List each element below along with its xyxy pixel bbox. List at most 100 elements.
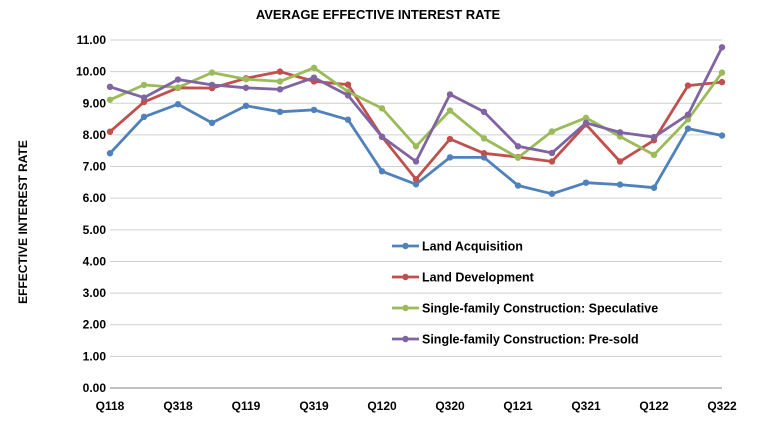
data-point	[480, 108, 488, 116]
y-axis-title: EFFECTIVE INTEREST RATE	[16, 140, 30, 304]
data-point	[174, 101, 182, 108]
data-point	[344, 116, 352, 123]
y-tick-label: 3.00	[83, 286, 107, 300]
data-point	[684, 125, 692, 132]
y-tick-label: 0.00	[83, 381, 107, 395]
data-point	[276, 86, 284, 93]
data-point	[514, 143, 522, 150]
data-point	[378, 105, 386, 112]
chart-title: AVERAGE EFFECTIVE INTEREST RATE	[256, 7, 501, 22]
data-point	[242, 76, 250, 83]
data-point	[548, 190, 556, 197]
data-point	[344, 92, 352, 99]
data-point	[412, 158, 420, 165]
data-point	[514, 182, 522, 189]
x-tick-label: Q118	[96, 399, 125, 413]
y-tick-label: 4.00	[83, 254, 107, 268]
x-tick-label: Q322	[707, 399, 737, 413]
x-tick-label: Q318	[163, 399, 193, 413]
legend-label: Land Development	[422, 271, 535, 285]
data-point	[616, 158, 624, 165]
x-tick-label: Q319	[299, 399, 329, 413]
data-point	[548, 158, 556, 165]
data-point	[548, 149, 556, 157]
data-point	[242, 102, 250, 110]
gridlines	[110, 39, 722, 357]
data-point	[140, 98, 148, 106]
data-point	[276, 68, 284, 75]
data-point	[548, 128, 556, 135]
legend-label: Single-family Construction: Pre-sold	[422, 333, 639, 347]
data-point	[140, 94, 148, 101]
x-tick-label: Q320	[435, 399, 465, 413]
y-tick-label: 7.00	[83, 160, 107, 174]
x-tick-label: Q120	[367, 399, 397, 413]
data-point	[106, 96, 114, 103]
y-tick-label: 2.00	[83, 318, 107, 332]
data-point	[106, 128, 114, 135]
x-tick-label: Q321	[571, 399, 601, 413]
data-point	[242, 84, 250, 91]
data-point	[276, 78, 284, 85]
data-point	[718, 69, 726, 76]
x-tick-label: Q121	[503, 399, 533, 413]
series-1	[106, 101, 726, 197]
legend-swatch-marker	[402, 273, 409, 281]
data-point	[480, 135, 488, 142]
data-point	[310, 74, 318, 81]
data-point	[684, 116, 692, 123]
data-point	[208, 119, 216, 127]
data-point	[718, 132, 726, 139]
legend-swatch-marker	[402, 242, 409, 250]
data-point	[582, 119, 590, 127]
data-point	[106, 83, 114, 91]
data-point	[514, 154, 522, 161]
data-point	[616, 129, 624, 136]
y-tick-label: 8.00	[83, 128, 107, 142]
data-point	[310, 64, 318, 72]
y-tick-label: 10.00	[76, 65, 106, 79]
y-tick-label: 6.00	[83, 191, 107, 205]
legend-swatch-marker	[402, 304, 409, 312]
data-point	[446, 91, 454, 98]
series-3	[106, 64, 726, 161]
series-2	[106, 68, 726, 183]
x-tick-label: Q122	[639, 399, 669, 413]
y-tick-label: 11.00	[77, 33, 107, 47]
data-point	[174, 84, 182, 91]
data-point	[140, 113, 148, 121]
data-point	[208, 81, 216, 89]
data-point	[684, 111, 692, 118]
data-point	[582, 114, 590, 122]
legend-item: Land Acquisition	[392, 240, 523, 254]
series-4	[106, 44, 726, 165]
x-tick-label: Q119	[232, 399, 261, 413]
data-point	[480, 150, 488, 157]
data-point	[684, 82, 692, 89]
data-point	[276, 108, 284, 116]
series-lines	[106, 44, 726, 197]
data-point	[616, 181, 624, 188]
data-point	[412, 143, 420, 150]
data-point	[446, 107, 454, 114]
data-point	[446, 135, 454, 143]
data-point	[650, 133, 658, 141]
data-point	[446, 154, 454, 161]
data-point	[140, 81, 148, 89]
data-point	[378, 133, 386, 141]
y-tick-label: 9.00	[83, 96, 107, 110]
data-point	[718, 78, 726, 86]
data-point	[718, 44, 726, 51]
legend-label: Land Acquisition	[422, 240, 523, 254]
data-point	[174, 76, 182, 83]
legend-item: Land Development	[392, 271, 535, 285]
legend-label: Single-family Construction: Speculative	[422, 302, 658, 316]
data-point	[412, 181, 420, 188]
data-point	[310, 106, 318, 114]
axes: 0.00 1.00 2.00 3.00 4.00 5.00 6.00 7.00 8.00 9.00…	[76, 33, 737, 413]
legend-swatch-marker	[402, 335, 409, 343]
data-point	[412, 176, 420, 183]
data-point	[378, 168, 386, 175]
data-point	[106, 150, 114, 157]
